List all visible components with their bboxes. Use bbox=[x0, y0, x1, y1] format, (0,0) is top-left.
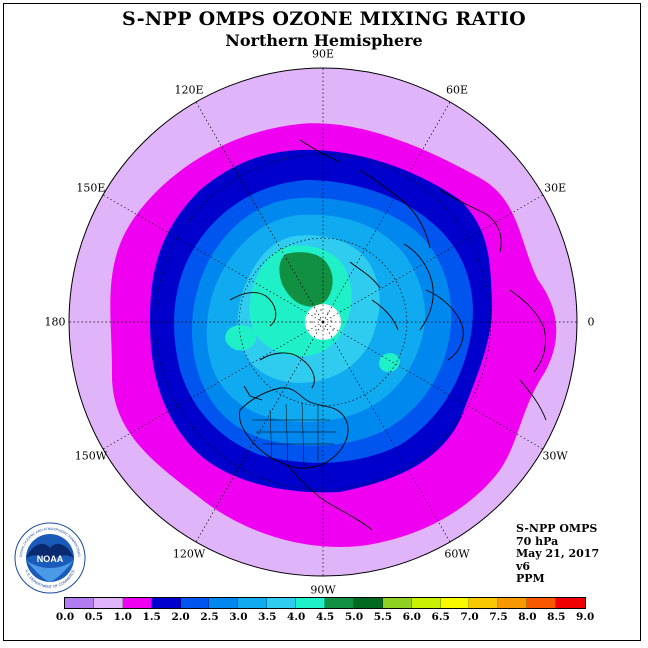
longitude-label: 30W bbox=[542, 449, 568, 463]
parallel-circle bbox=[155, 154, 491, 490]
colorbar-swatch bbox=[498, 598, 528, 608]
graticule bbox=[69, 68, 577, 576]
noaa-logo: NOAA NATIONAL OCEANIC AND ATMOSPHERIC AD… bbox=[14, 522, 86, 594]
ozone-band-4.5-5.0 bbox=[279, 252, 333, 307]
colorbar-swatch bbox=[353, 598, 383, 608]
info-block: S-NPP OMPS 70 hPa May 21, 2017 v6 PPM bbox=[516, 522, 600, 586]
colorbar-tick-label: 2.0 bbox=[171, 611, 190, 623]
longitude-label: 30E bbox=[544, 181, 567, 195]
colorbar-tick-label: 6.0 bbox=[402, 611, 421, 623]
colorbar-swatch bbox=[180, 598, 210, 608]
political-boundaries bbox=[252, 401, 336, 467]
colorbar-tick-label: 7.0 bbox=[460, 611, 479, 623]
colorbar-tick-label: 7.5 bbox=[489, 611, 508, 623]
colorbar-swatch bbox=[411, 598, 441, 608]
colorbar-swatch bbox=[556, 598, 586, 608]
logo-bird bbox=[26, 543, 74, 562]
colorbar-swatch bbox=[296, 598, 326, 608]
ozone-patch-aqua-left bbox=[225, 325, 257, 351]
longitude-label: 180 bbox=[44, 315, 66, 329]
info-instrument: S-NPP OMPS bbox=[516, 522, 598, 535]
coastlines bbox=[229, 139, 547, 531]
colorbar-swatch bbox=[440, 598, 470, 608]
colorbar-tick-label: 9.0 bbox=[576, 611, 595, 623]
colorbar-swatch bbox=[122, 598, 152, 608]
colorbar bbox=[64, 597, 587, 609]
page-subtitle: Northern Hemisphere bbox=[225, 31, 423, 50]
polar-gap-stipple bbox=[311, 309, 334, 331]
colorbar-tick-label: 0.5 bbox=[84, 611, 104, 623]
longitude-label: 0 bbox=[587, 315, 595, 329]
colorbar-swatch bbox=[527, 598, 557, 608]
colorbar-tick-label: 3.5 bbox=[258, 611, 277, 623]
logo-center-text: NOAA bbox=[37, 554, 64, 564]
colorbar-swatch bbox=[65, 598, 94, 608]
colorbar-tick-label: 6.5 bbox=[431, 611, 450, 623]
page-title: S-NPP OMPS OZONE MIXING RATIO bbox=[121, 8, 527, 30]
longitude-label: 120W bbox=[172, 547, 206, 561]
outer-frame bbox=[3, 3, 641, 641]
colorbar-tick-label: 1.0 bbox=[113, 611, 132, 623]
colorbar-tick-label: 5.5 bbox=[373, 611, 393, 623]
longitude-label: 60W bbox=[444, 547, 470, 561]
logo-wave bbox=[26, 560, 74, 582]
longitude-label: 150W bbox=[74, 449, 108, 463]
colorbar-swatch bbox=[238, 598, 268, 608]
colorbar-tick-label: 1.5 bbox=[142, 611, 161, 623]
colorbar-tick-label: 0.0 bbox=[55, 611, 75, 623]
globe-outline bbox=[68, 67, 578, 577]
longitude-label: 90E bbox=[311, 47, 335, 61]
colorbar-tick-label: 3.0 bbox=[229, 611, 248, 623]
info-version: v6 bbox=[516, 559, 531, 573]
info-units: PPM bbox=[516, 572, 545, 585]
colorbar-tick-label: 4.5 bbox=[315, 611, 335, 623]
colorbar-tick-label: 8.5 bbox=[547, 611, 566, 623]
colorbar-swatch bbox=[325, 598, 354, 608]
colorbar-swatch bbox=[267, 598, 297, 608]
info-level: 70 hPa bbox=[516, 534, 559, 548]
parallel-circle bbox=[238, 237, 408, 407]
colorbar-tick-label: 8.0 bbox=[518, 611, 537, 623]
colorbar-swatch bbox=[93, 598, 123, 608]
colorbar-swatch bbox=[151, 598, 181, 608]
ozone-field bbox=[69, 68, 577, 576]
colorbar-swatch bbox=[382, 598, 412, 608]
colorbar-tick-label: 2.5 bbox=[200, 611, 219, 623]
longitude-label: 150E bbox=[76, 181, 106, 195]
longitude-label: 120E bbox=[174, 83, 204, 97]
colorbar-tick-label: 5.0 bbox=[344, 611, 364, 623]
colorbar-swatch bbox=[209, 598, 239, 608]
info-date: May 21, 2017 bbox=[516, 547, 600, 560]
ozone-patch-aqua-right bbox=[379, 353, 400, 372]
longitude-label: 90W bbox=[310, 583, 336, 597]
colorbar-swatch bbox=[469, 598, 499, 608]
colorbar-tick-label: 4.0 bbox=[287, 611, 306, 623]
longitude-label: 60E bbox=[445, 83, 469, 97]
